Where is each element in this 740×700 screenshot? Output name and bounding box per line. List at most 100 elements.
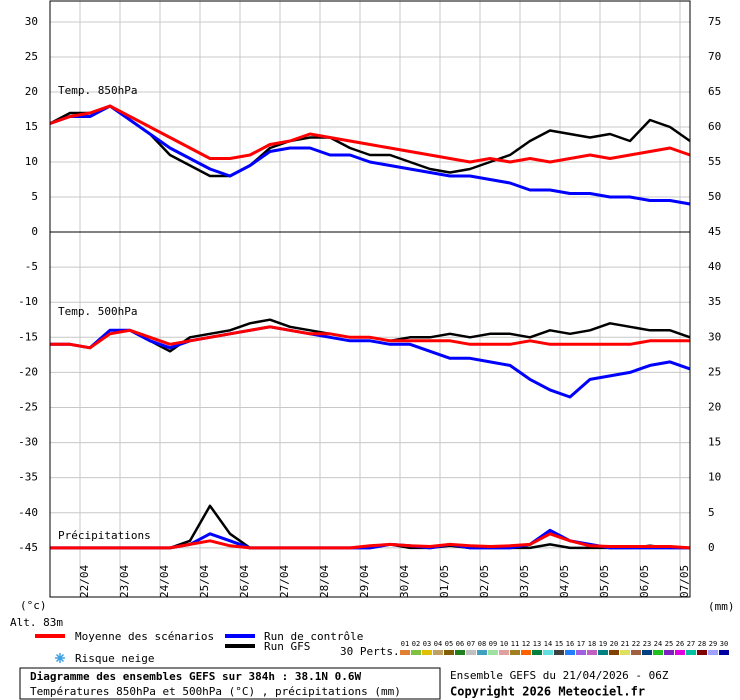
perturbation-swatch — [477, 650, 487, 655]
y-tick-label: -15 — [18, 330, 38, 343]
y2-tick-label: 45 — [708, 225, 721, 238]
y2-tick-label: 10 — [708, 471, 721, 484]
x-tick-label: 27/04 — [278, 565, 291, 598]
y-tick-label: 25 — [25, 50, 38, 63]
y-tick-label: 15 — [25, 120, 38, 133]
perturbation-swatch — [444, 650, 454, 655]
panel-label: Temp. 500hPa — [58, 305, 137, 318]
snow-icon — [55, 653, 65, 663]
y-tick-label: -20 — [18, 365, 38, 378]
x-tick-label: 30/04 — [398, 565, 411, 598]
perturbation-label: 24 — [654, 640, 662, 648]
y-tick-label: 5 — [31, 190, 38, 203]
y-tick-label: -40 — [18, 506, 38, 519]
perturbation-swatch — [653, 650, 663, 655]
perturbation-label: 01 — [401, 640, 409, 648]
altitude: Alt. 83m — [10, 616, 63, 629]
perturbations-legend: 01 02 03 04 05 06 07 08 09 10 11 12 13 14 15 16 17 18 19 20… — [400, 640, 729, 655]
perturbation-label: 17 — [577, 640, 585, 648]
perturbation-swatch — [631, 650, 641, 655]
perturbation-swatch — [576, 650, 586, 655]
perturbation-swatch — [642, 650, 652, 655]
x-tick-label: 28/04 — [318, 565, 331, 598]
legend-label: Moyenne des scénarios — [75, 630, 214, 643]
y2-tick-label: 50 — [708, 190, 721, 203]
perturbation-label: 03 — [423, 640, 431, 648]
footer-copyright: Copyright 2026 Meteociel.fr — [450, 685, 645, 699]
perturbation-label: 02 — [412, 640, 420, 648]
footer-subtitle: Températures 850hPa et 500hPa (°C) , pré… — [30, 685, 401, 698]
perturbation-swatch — [554, 650, 564, 655]
x-tick-label: 22/04 — [78, 565, 91, 598]
x-tick-label: 29/04 — [358, 565, 371, 598]
y-label: (°c) — [20, 599, 47, 612]
series-line — [49, 104, 691, 164]
y2-tick-label: 40 — [708, 260, 721, 273]
y-tick-label: -25 — [18, 400, 38, 413]
y2-tick-label: 25 — [708, 365, 721, 378]
perturbation-swatch — [609, 650, 619, 655]
footer-box — [19, 667, 441, 700]
perturbation-label: 12 — [522, 640, 530, 648]
perturbation-label: 28 — [698, 640, 706, 648]
series-line — [49, 104, 691, 178]
perturbation-swatch — [664, 650, 674, 655]
perturbation-swatch — [686, 650, 696, 655]
perturbation-swatch — [620, 650, 630, 655]
perturbation-swatch — [675, 650, 685, 655]
perturbation-label: 22 — [632, 640, 640, 648]
perturbation-label: 04 — [434, 640, 442, 648]
perturbation-label: 29 — [709, 640, 717, 648]
perturbation-label: 09 — [489, 640, 497, 648]
footer-run: Ensemble GEFS du 21/04/2026 - 06Z — [450, 669, 669, 682]
y2-tick-label: 20 — [708, 400, 721, 413]
perturbation-swatch — [499, 650, 509, 655]
y-tick-label: 20 — [25, 85, 38, 98]
panel-label: Précipitations — [58, 529, 151, 542]
perturbation-swatch — [510, 650, 520, 655]
y-tick-label: 10 — [25, 155, 38, 168]
x-tick-label: 07/05 — [678, 565, 691, 598]
y-tick-label: -35 — [18, 471, 38, 484]
y2-tick-label: 0 — [708, 541, 715, 554]
perturbation-swatch — [697, 650, 707, 655]
perturbation-label: 20 — [610, 640, 618, 648]
perturbation-swatch — [598, 650, 608, 655]
perturbation-label: 07 — [467, 640, 475, 648]
footer-title: Diagramme des ensembles GEFS sur 384h : … — [30, 670, 362, 683]
perturbation-label: 30 — [720, 640, 728, 648]
y2-tick-label: 15 — [708, 436, 721, 449]
y2-tick-label: 35 — [708, 295, 721, 308]
perturbation-swatch — [411, 650, 421, 655]
perturbation-swatch — [455, 650, 465, 655]
x-tick-label: 05/05 — [598, 565, 611, 598]
legend-label: Run de contrôle — [264, 630, 363, 643]
perturbation-swatch — [400, 650, 410, 655]
perturbation-label: 10 — [500, 640, 508, 648]
perturbation-label: 06 — [456, 640, 464, 648]
x-tick-label: 06/05 — [638, 565, 651, 598]
perturbation-swatch — [587, 650, 597, 655]
y-tick-label: -5 — [25, 260, 38, 273]
perturbation-swatch — [532, 650, 542, 655]
perturbation-label: 16 — [566, 640, 574, 648]
x-tick-label: 01/05 — [438, 565, 451, 598]
perturbation-label: 08 — [478, 640, 486, 648]
perturbation-label: 13 — [533, 640, 541, 648]
panel-label: Temp. 850hPa — [58, 84, 137, 97]
perturbation-swatch — [708, 650, 718, 655]
legend-label: Run GFS — [264, 640, 310, 653]
perturbation-swatch — [719, 650, 729, 655]
perturbation-label: 25 — [665, 640, 673, 648]
y2-tick-label: 65 — [708, 85, 721, 98]
x-tick-label: 24/04 — [158, 565, 171, 598]
y-tick-label: 30 — [25, 15, 38, 28]
perturbation-label: 15 — [555, 640, 563, 648]
perturbation-label: 26 — [676, 640, 684, 648]
y-tick-label: -10 — [18, 295, 38, 308]
y-tick-label: -30 — [18, 436, 38, 449]
perturbation-swatch — [466, 650, 476, 655]
perturbation-swatch — [422, 650, 432, 655]
x-tick-label: 25/04 — [198, 565, 211, 598]
